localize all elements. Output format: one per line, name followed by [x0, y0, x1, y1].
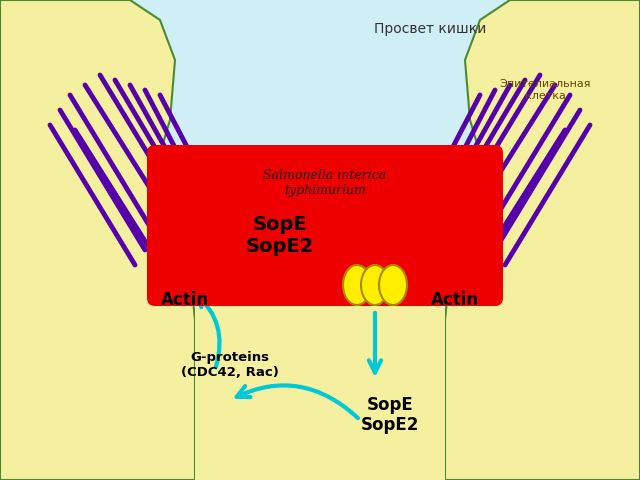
Text: Actin: Actin	[161, 291, 209, 309]
Polygon shape	[0, 0, 195, 480]
Text: Просвет кишки: Просвет кишки	[374, 22, 486, 36]
FancyBboxPatch shape	[147, 145, 503, 306]
Ellipse shape	[343, 265, 371, 305]
Polygon shape	[445, 0, 640, 480]
Text: G-proteins
(CDC42, Rac): G-proteins (CDC42, Rac)	[181, 351, 279, 379]
Ellipse shape	[361, 265, 389, 305]
Text: Actin: Actin	[431, 291, 479, 309]
Text: SopE
SopE2: SopE SopE2	[246, 215, 314, 255]
Ellipse shape	[379, 265, 407, 305]
Polygon shape	[195, 285, 445, 480]
Text: SopE
SopE2: SopE SopE2	[361, 396, 419, 434]
Text: Salmonella interica
typhimurium: Salmonella interica typhimurium	[264, 169, 387, 197]
Text: Эпителиальная
клетка: Эпителиальная клетка	[499, 79, 591, 101]
